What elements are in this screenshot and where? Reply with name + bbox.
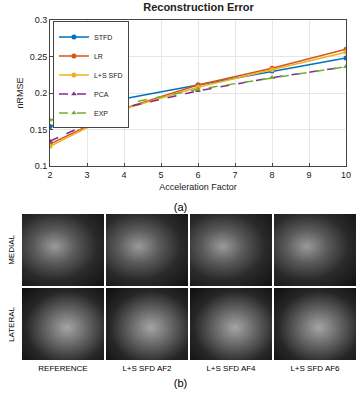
svg-text:L+S SFD: L+S SFD (94, 72, 123, 79)
svg-text:3: 3 (84, 170, 89, 180)
html-text:L+S SFD AF6: L+S SFD AF6 (290, 364, 340, 373)
html-text:MEDIAL: MEDIAL (6, 235, 16, 265)
svg-text:10: 10 (341, 170, 351, 180)
svg-text:STFD: STFD (94, 34, 112, 41)
svg-text:nRMSE: nRMSE (15, 77, 25, 108)
html-text:LATERAL: LATERAL (6, 306, 16, 342)
svg-text:0.2: 0.2 (35, 88, 48, 98)
svg-text:5: 5 (158, 170, 163, 180)
svg-text:2: 2 (47, 170, 52, 180)
svg-text:0.3: 0.3 (35, 15, 48, 25)
svg-text:Reconstruction Error: Reconstruction Error (143, 1, 254, 13)
html-text:REFERENCE: REFERENCE (38, 364, 88, 373)
html-text:(a): (a) (173, 201, 188, 213)
svg-text:Acceleration Factor: Acceleration Factor (159, 182, 237, 192)
html-text:L+S SFD AF2: L+S SFD AF2 (122, 364, 172, 373)
svg-text:EXP: EXP (94, 110, 108, 117)
svg-text:4: 4 (121, 170, 126, 180)
svg-text:PCA: PCA (94, 91, 109, 98)
svg-text:0.1: 0.1 (35, 161, 48, 171)
svg-text:7: 7 (232, 170, 237, 180)
svg-text:0.15: 0.15 (30, 125, 48, 135)
html-text:L+S SFD AF4: L+S SFD AF4 (206, 364, 256, 373)
svg-text:8: 8 (269, 170, 274, 180)
svg-text:0.25: 0.25 (30, 52, 48, 62)
svg-text:9: 9 (306, 170, 311, 180)
svg-text:LR: LR (94, 53, 103, 60)
svg-text:6: 6 (195, 170, 200, 180)
html-text:(b): (b) (173, 377, 188, 389)
